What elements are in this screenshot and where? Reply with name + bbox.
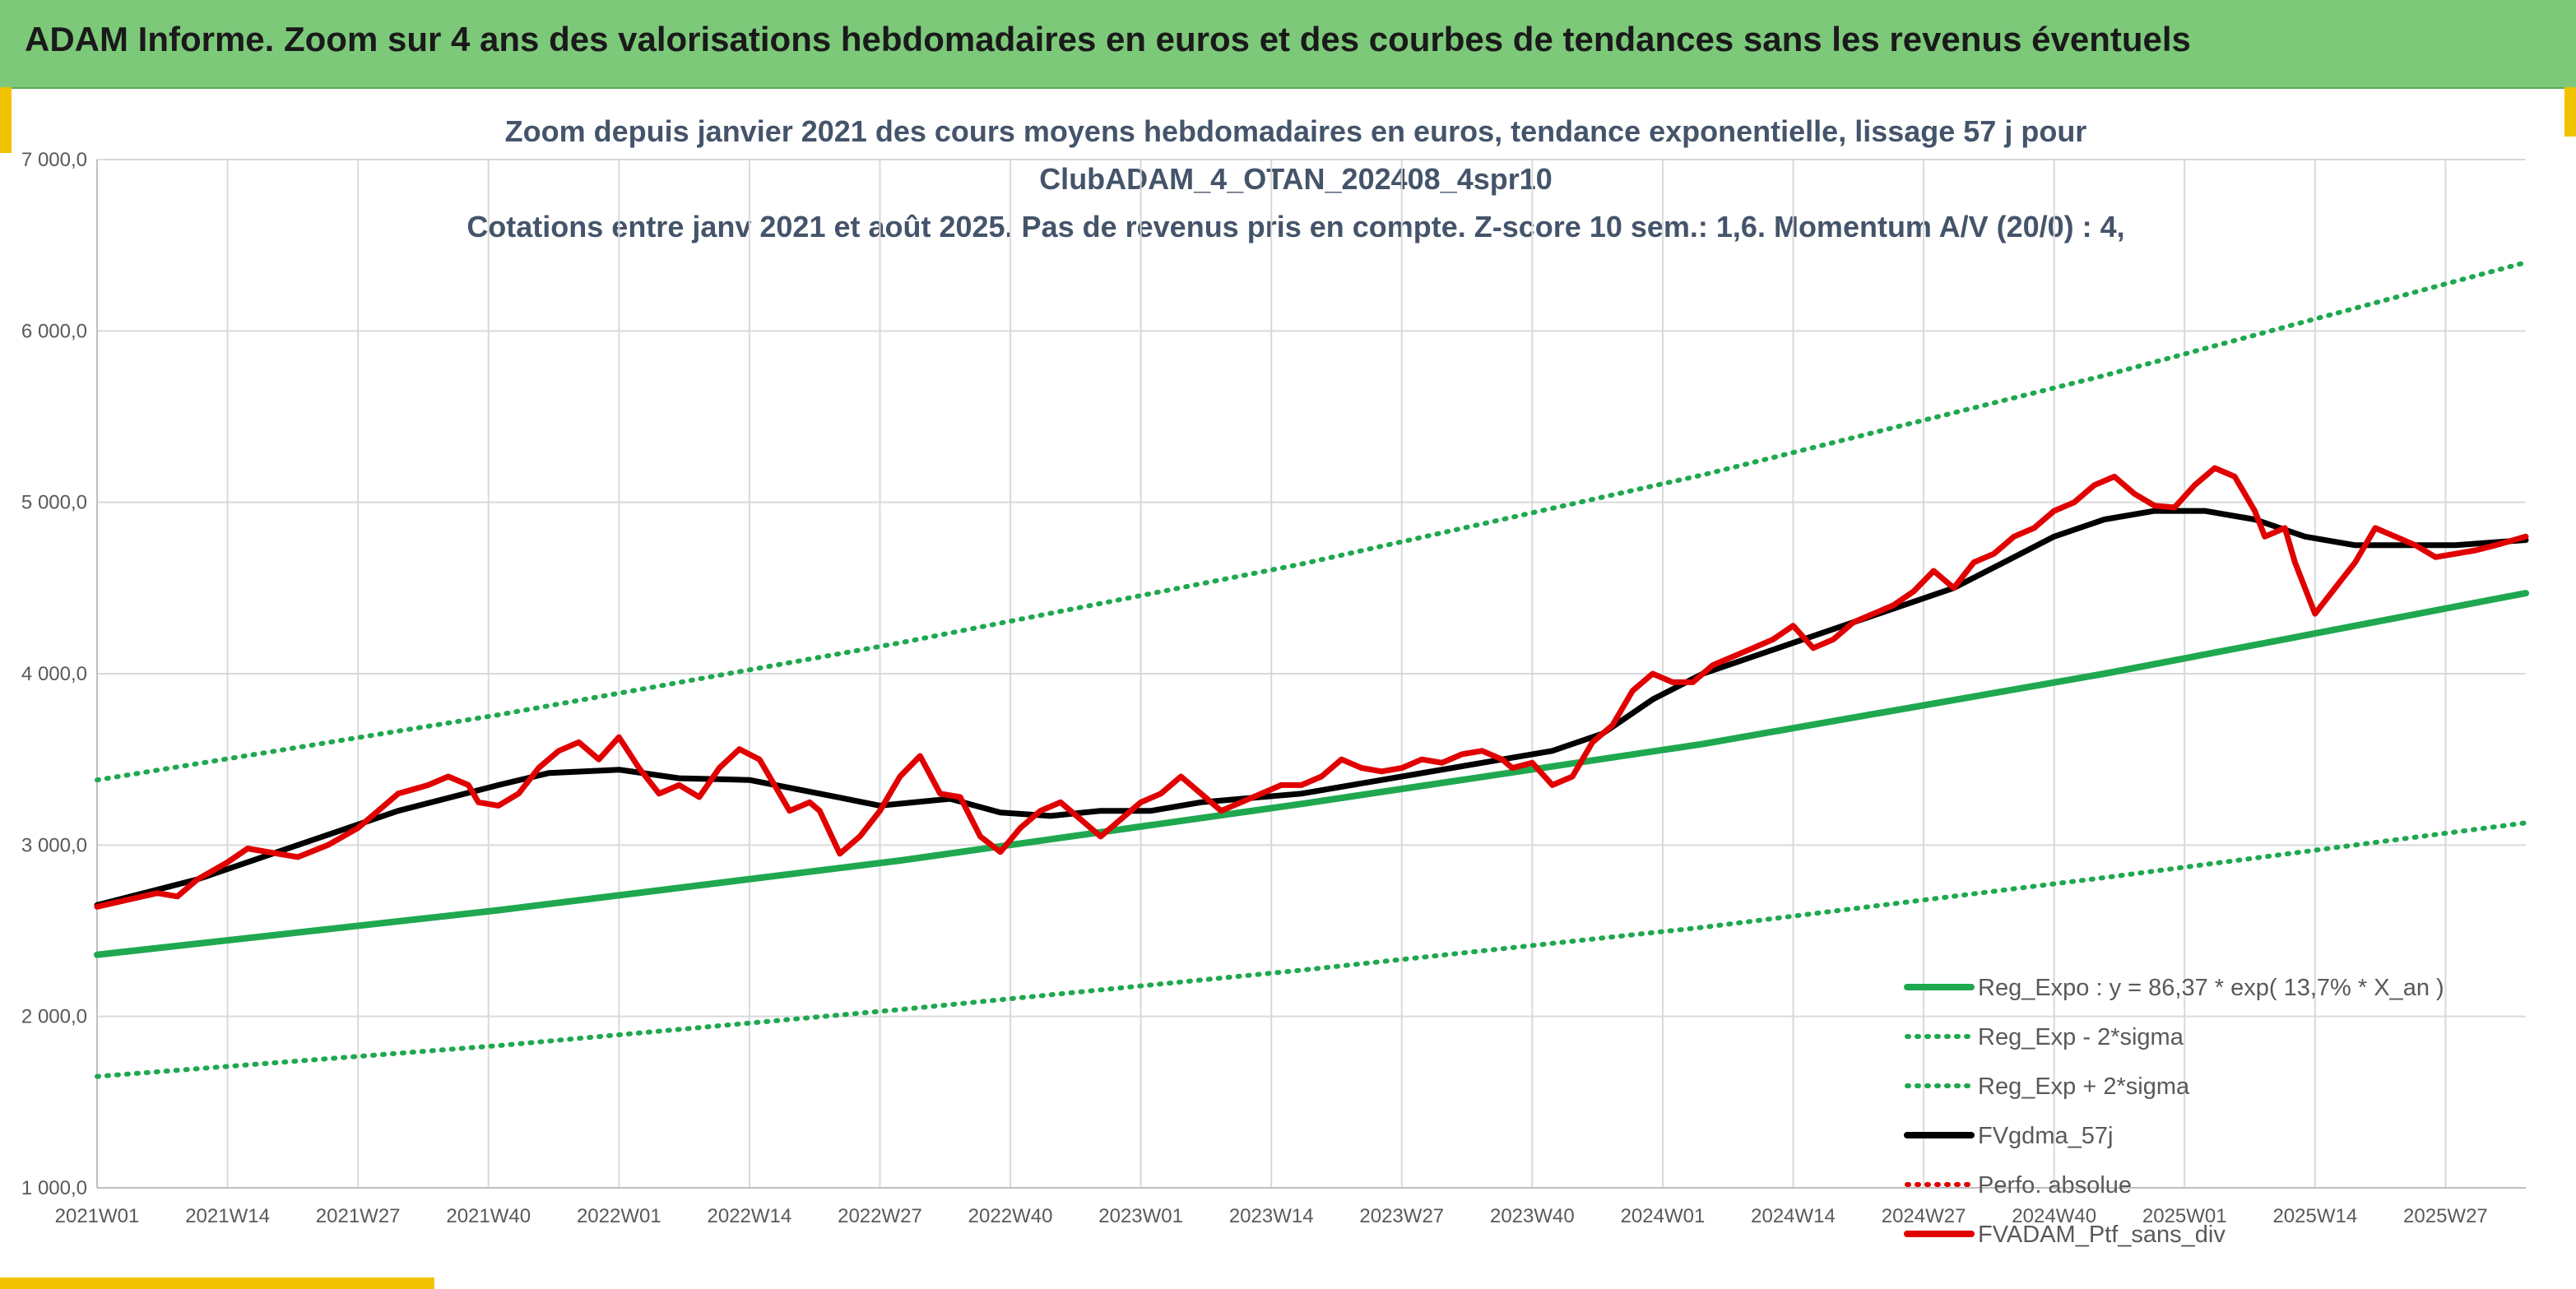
- header-banner: ADAM Informe. Zoom sur 4 ans des valoris…: [0, 0, 2576, 89]
- legend-label-5: FVADAM_Ptf_sans_div: [1978, 1222, 2226, 1248]
- x-tick-label: 2023W27: [1359, 1205, 1444, 1227]
- legend-label-3: FVgdma_57j: [1978, 1123, 2113, 1149]
- y-tick-label: 5 000,0: [21, 492, 87, 514]
- accent-bar-top-right: [2564, 87, 2576, 137]
- x-tick-label: 2022W40: [968, 1205, 1053, 1227]
- chart-title: Zoom depuis janvier 2021 des cours moyen…: [466, 114, 2124, 243]
- series-line-1: [95, 820, 2528, 1079]
- x-tick-label: 2025W14: [2272, 1205, 2357, 1227]
- x-tick-label: 2024W01: [1621, 1205, 1706, 1227]
- legend-label-1: Reg_Exp - 2*sigma: [1978, 1024, 2184, 1050]
- x-tick-label: 2022W27: [838, 1205, 922, 1227]
- series-line-3: [94, 508, 2529, 908]
- x-tick-label: 2022W14: [708, 1205, 792, 1227]
- chart-title-line-3: Cotations entre janv 2021 et août 2025. …: [466, 210, 2124, 243]
- accent-bar-bottom-left: [0, 1277, 434, 1289]
- chart-series: [94, 260, 2529, 1079]
- x-tick-label: 2021W01: [55, 1205, 140, 1227]
- x-tick-label: 2021W14: [185, 1205, 270, 1227]
- x-tick-label: 2024W27: [1882, 1205, 1966, 1227]
- chart-title-line-1: Zoom depuis janvier 2021 des cours moyen…: [505, 114, 2087, 148]
- y-tick-label: 3 000,0: [21, 834, 87, 856]
- x-tick-label: 2021W27: [316, 1205, 401, 1227]
- x-tick-label: 2023W14: [1229, 1205, 1314, 1227]
- series-line-0: [94, 590, 2529, 958]
- y-tick-label: 4 000,0: [21, 663, 87, 685]
- x-tick-label: 2025W27: [2403, 1205, 2488, 1227]
- y-tick-label: 7 000,0: [21, 149, 87, 171]
- x-tick-label: 2024W40: [2012, 1205, 2096, 1227]
- accent-bar-top-left: [0, 87, 12, 153]
- legend-label-4: Perfo. absolue: [1978, 1172, 2132, 1199]
- x-tick-label: 2024W14: [1751, 1205, 1836, 1227]
- series-line-5: [94, 465, 2529, 910]
- page-title: ADAM Informe. Zoom sur 4 ans des valoris…: [25, 20, 2191, 58]
- x-tick-label: 2023W40: [1490, 1205, 1575, 1227]
- legend-label-0: Reg_Expo : y = 86,37 * exp( 13,7% * X_an…: [1978, 975, 2444, 1001]
- chart-frame: Zoom depuis janvier 2021 des cours moyen…: [0, 87, 2576, 1289]
- series-line-2: [95, 260, 2528, 783]
- x-tick-label: 2022W01: [577, 1205, 661, 1227]
- y-tick-label: 1 000,0: [21, 1177, 87, 1199]
- y-tick-label: 6 000,0: [21, 320, 87, 342]
- chart-legend: Reg_Expo : y = 86,37 * exp( 13,7% * X_an…: [1904, 975, 2444, 1248]
- x-tick-label: 2023W01: [1098, 1205, 1183, 1227]
- y-tick-label: 2 000,0: [21, 1006, 87, 1028]
- line-chart: Zoom depuis janvier 2021 des cours moyen…: [21, 114, 2529, 1248]
- x-tick-label: 2021W40: [446, 1205, 531, 1227]
- chart-title-line-2: ClubADAM_4_OTAN_202408_4spr10: [1039, 162, 1553, 196]
- x-tick-label: 2025W01: [2142, 1205, 2227, 1227]
- chart-axes: 1 000,0 2 000,0 3 000,0 4 000,0 5 000,0 6 000…: [21, 149, 2526, 1227]
- legend-label-2: Reg_Exp + 2*sigma: [1978, 1073, 2190, 1100]
